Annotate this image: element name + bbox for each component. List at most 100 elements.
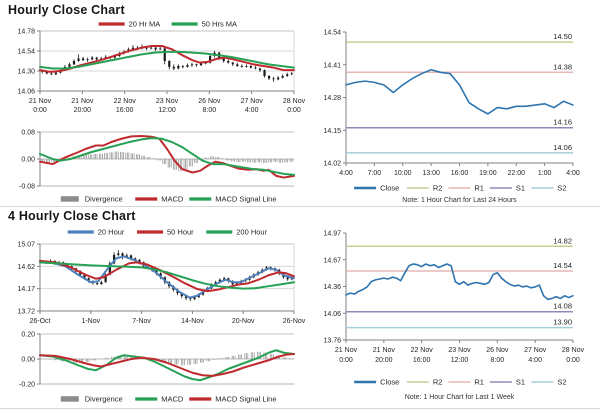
svg-text:14.28: 14.28 — [323, 95, 341, 102]
svg-text:14.30: 14.30 — [17, 69, 35, 76]
svg-text:13.76: 13.76 — [323, 338, 341, 345]
svg-text:8:00: 8:00 — [491, 357, 505, 364]
y-axis: 14.54 14.41 14.28 14.15 14.02 — [323, 30, 346, 168]
axes — [345, 32, 573, 164]
svg-text:-0.08: -0.08 — [19, 184, 35, 191]
note: Note: 1 Hour Chart for Last 24 Hours — [402, 197, 517, 204]
close-line — [345, 263, 574, 301]
series-macd-signal-line — [39, 353, 295, 377]
svg-text:14.15: 14.15 — [323, 128, 341, 135]
svg-text:21 Nov: 21 Nov — [335, 347, 358, 354]
svg-text:0:00: 0:00 — [566, 357, 580, 364]
svg-text:Note: 1 Hour Chart for Last 1: Note: 1 Hour Chart for Last 1 Week — [405, 394, 515, 401]
series-macd — [39, 349, 295, 382]
svg-text:0:00: 0:00 — [287, 107, 301, 114]
series-macd-signal-line — [39, 137, 295, 176]
svg-text:14.54: 14.54 — [17, 49, 35, 56]
svg-text:12:00: 12:00 — [451, 357, 469, 364]
svg-text:4:00: 4:00 — [528, 357, 542, 364]
svg-text:Close: Close — [380, 184, 399, 193]
svg-text:7-Nov: 7-Nov — [132, 318, 151, 325]
svg-text:15.07: 15.07 — [17, 242, 35, 249]
svg-text:Divergence: Divergence — [85, 395, 123, 404]
x-axis: 26-Oct 1-Nov 7-Nov 14-Nov 20-Nov 26-Nov — [29, 311, 306, 325]
x-axis: 4:00 7:00 10:00 13:00 16:00 19:00 22:00 1:00 4:0… — [339, 163, 580, 177]
svg-text:MACD Signal Line: MACD Signal Line — [215, 195, 276, 204]
svg-text:14.06: 14.06 — [323, 311, 341, 318]
hourly-macd-chart: 0.08 0.00 -0.08 Divergence MACD MACD Signal L… — [19, 130, 295, 204]
svg-text:16:00: 16:00 — [451, 170, 469, 177]
y-axis: 15.07 14.62 14.17 13.72 — [17, 242, 40, 316]
legend: Close R2 R1 S1 S2 — [354, 184, 567, 193]
svg-text:Divergence: Divergence — [85, 195, 123, 204]
svg-text:14.38: 14.38 — [553, 62, 572, 71]
horizontal-separator — [0, 206, 600, 207]
svg-text:14.06: 14.06 — [17, 89, 35, 96]
svg-text:Close: Close — [380, 378, 399, 387]
svg-text:26-Oct: 26-Oct — [29, 318, 50, 325]
series-50-hour — [39, 259, 295, 293]
hourly-close-levels-chart: 14.54 14.41 14.28 14.15 14.02 4:00 7:00 10:00 13… — [323, 30, 580, 205]
axes — [345, 233, 573, 341]
svg-text:14.02: 14.02 — [323, 161, 341, 168]
svg-text:19:00: 19:00 — [479, 170, 497, 177]
svg-text:14.36: 14.36 — [323, 284, 341, 291]
svg-text:27 Nov: 27 Nov — [524, 347, 547, 354]
svg-text:14.17: 14.17 — [17, 286, 35, 293]
svg-text:14.97: 14.97 — [323, 231, 341, 238]
y-axis: 14.97 14.67 14.36 14.06 13.76 — [323, 231, 346, 345]
svg-text:20 Hour: 20 Hour — [98, 228, 125, 237]
svg-text:1-Nov: 1-Nov — [81, 318, 100, 325]
legend: Divergence MACD MACD Signal Line — [60, 195, 277, 204]
svg-text:50 Hrs MA: 50 Hrs MA — [202, 20, 237, 29]
svg-text:14.78: 14.78 — [17, 29, 35, 36]
svg-text:MACD: MACD — [161, 395, 184, 404]
svg-text:14.54: 14.54 — [323, 30, 341, 37]
series-200-hour — [39, 261, 295, 290]
svg-text:28 Nov: 28 Nov — [283, 98, 306, 105]
svg-text:14.54: 14.54 — [553, 261, 572, 270]
series-50-hrs-ma — [39, 50, 295, 70]
svg-text:26-Nov: 26-Nov — [283, 318, 306, 325]
svg-text:12:00: 12:00 — [158, 107, 176, 114]
svg-text:1:00: 1:00 — [538, 170, 552, 177]
close-line — [345, 68, 574, 115]
svg-text:14.62: 14.62 — [17, 264, 35, 271]
svg-text:4:00: 4:00 — [245, 107, 259, 114]
four-hourly-chart-title: 4 Hourly Close Chart — [8, 209, 136, 223]
svg-text:8:00: 8:00 — [203, 107, 217, 114]
legend: Divergence MACD MACD Signal Line — [60, 395, 277, 404]
svg-text:22 Nov: 22 Nov — [411, 347, 434, 354]
svg-text:200 Hour: 200 Hour — [236, 228, 267, 237]
svg-text:20:00: 20:00 — [74, 107, 92, 114]
svg-text:14.06: 14.06 — [553, 143, 572, 152]
svg-text:20:00: 20:00 — [375, 357, 393, 364]
svg-text:MACD: MACD — [161, 195, 184, 204]
svg-text:0.20: 0.20 — [21, 332, 35, 339]
svg-text:28 Nov: 28 Nov — [562, 347, 585, 354]
svg-text:R1: R1 — [474, 378, 484, 387]
y-axis: 0.20 0.00 -0.20 — [19, 332, 40, 389]
svg-text:14.82: 14.82 — [553, 236, 572, 245]
svg-text:13.72: 13.72 — [17, 309, 35, 316]
four-hourly-price-chart: 15.07 14.62 14.17 13.72 26-Oct 1-Nov 7-Nov 14-N… — [17, 228, 305, 325]
svg-text:23 Nov: 23 Nov — [156, 98, 179, 105]
svg-text:4:00: 4:00 — [566, 170, 580, 177]
x-axis: 21 Nov 0:00 21 Nov 20:00 22 Nov 16:00 23 Nov 12… — [335, 340, 585, 364]
svg-text:14.16: 14.16 — [553, 118, 572, 127]
svg-text:22 Nov: 22 Nov — [114, 98, 137, 105]
svg-text:14.41: 14.41 — [323, 62, 341, 69]
svg-text:50 Hour: 50 Hour — [167, 228, 194, 237]
y-axis: 14.78 14.54 14.30 14.06 — [17, 29, 40, 96]
svg-text:S2: S2 — [557, 378, 566, 387]
svg-text:0.00: 0.00 — [21, 157, 35, 164]
svg-text:13:00: 13:00 — [422, 170, 440, 177]
svg-text:21 Nov: 21 Nov — [29, 98, 52, 105]
svg-text:23 Nov: 23 Nov — [448, 347, 471, 354]
svg-text:21 Nov: 21 Nov — [373, 347, 396, 354]
legend: 20 Hour 50 Hour 200 Hour — [67, 228, 268, 237]
svg-text:0.00: 0.00 — [21, 357, 35, 364]
svg-text:14.50: 14.50 — [553, 32, 572, 41]
svg-text:MACD Signal Line: MACD Signal Line — [215, 395, 276, 404]
